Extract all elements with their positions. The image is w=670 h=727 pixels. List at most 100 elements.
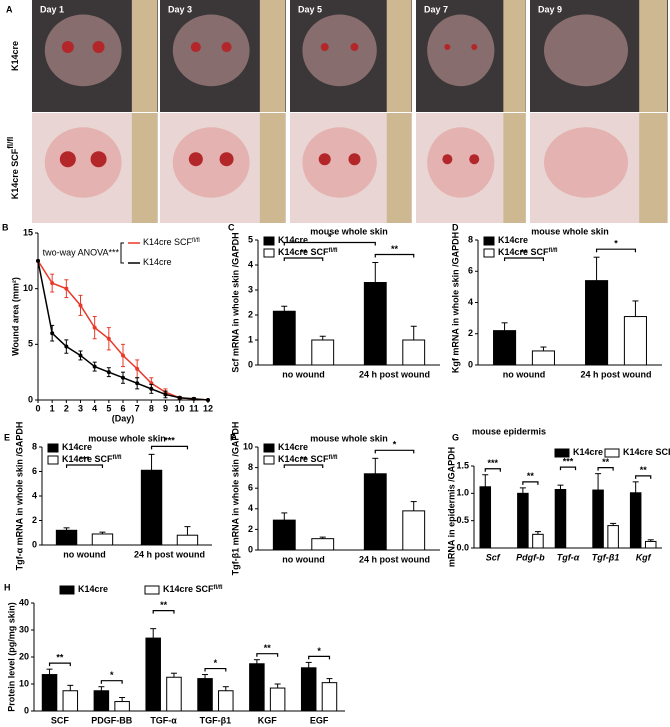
marker [121, 353, 125, 358]
y-tick-label: 30 [19, 624, 29, 634]
y-tick-label: 0 [468, 359, 473, 369]
day-label: Day 7 [424, 4, 448, 14]
legend-name: K14cre [143, 257, 172, 267]
y-tick-label: 6 [32, 466, 37, 476]
chart-title: mouse whole skin [310, 226, 388, 236]
x-tick-label: 9 [163, 403, 168, 413]
bar [479, 486, 492, 549]
marker [163, 392, 168, 397]
y-tick-label: 6 [248, 483, 253, 493]
x-tick-label: SCF [51, 715, 70, 725]
legend-label: K14cre [573, 447, 603, 457]
legend-name: K14cre SCF [278, 454, 329, 464]
marker [135, 366, 140, 371]
bar [402, 510, 426, 551]
significance-bracket [283, 257, 324, 261]
x-tick-label: TGF-α [150, 715, 177, 725]
y-axis-label: Wound area (mm²) [10, 277, 20, 356]
legend-swatch [144, 585, 160, 595]
photo-skin [172, 127, 250, 198]
y-tick-label: 10 [19, 678, 29, 688]
photo-skin [544, 127, 628, 198]
significance-bracket [256, 653, 279, 657]
photo-wound [469, 154, 480, 165]
y-tick-label: 0 [32, 539, 37, 549]
legend-label: K14cre [143, 257, 172, 267]
x-tick-label: 2 [64, 403, 69, 413]
marker [106, 336, 111, 341]
photo-skin [427, 127, 495, 198]
day-label: Day 3 [168, 4, 192, 14]
x-tick-label: no wound [503, 369, 546, 379]
legend-label: K14cre SCFfl/fl [62, 454, 122, 464]
legend-name: K14cre [498, 235, 528, 245]
x-tick-label: 0 [35, 403, 40, 413]
chart-title: mouse whole skin [310, 433, 388, 443]
x-tick-label: Scf [486, 552, 501, 562]
photo-wound [221, 42, 232, 53]
photo-skin [302, 127, 377, 198]
bar [55, 529, 78, 546]
legend-swatch [47, 443, 59, 453]
significance-bracket [150, 445, 189, 450]
y-axis-label: Protein level (pg/mg skin) [6, 602, 16, 712]
x-tick-label: no wound [63, 549, 106, 559]
photo-ruler [503, 113, 526, 223]
photo-skin [544, 14, 628, 87]
y-tick-label: 0 [248, 359, 253, 369]
legend-swatch [263, 455, 275, 465]
bar [629, 492, 642, 549]
significance-label: * [614, 239, 618, 249]
legend-swatch [604, 448, 620, 458]
significance-label: ** [391, 244, 399, 254]
row-name: K14cre SCF [10, 148, 20, 199]
marker [135, 381, 140, 386]
significance-label: ** [602, 457, 610, 467]
y-axis-label: Tgf-α mRNA in whole skin /GAPDH [14, 422, 24, 571]
legend-label: K14cre SCFfl/fl [163, 584, 223, 594]
x-tick-label: EGF [310, 715, 329, 725]
legend-sup: fl/fl [214, 585, 223, 591]
significance-label: ** [56, 653, 64, 663]
y-tick-label: 0 [28, 394, 33, 404]
legend-name: K14cre [278, 235, 308, 245]
panel-label: C [228, 222, 235, 232]
significance-bracket [597, 467, 614, 471]
legend-label: K14cre SCFfl/fl [623, 447, 670, 457]
significance-bracket [283, 241, 376, 246]
legend-swatch [263, 248, 275, 258]
y-tick-label: 8 [468, 234, 473, 244]
marker [177, 395, 182, 400]
legend-sup: fl/fl [113, 455, 122, 461]
x-tick-label: no wound [282, 554, 325, 564]
bar [269, 687, 286, 712]
photo-skin [44, 14, 122, 87]
photo-wound [318, 153, 331, 166]
significance-label: * [393, 440, 397, 450]
legend-label: K14cre [278, 235, 308, 245]
y-tick-label: 1 [248, 334, 253, 344]
legend-bracket [120, 242, 124, 264]
legend-swatch [483, 236, 495, 246]
panel-label: G [452, 432, 459, 442]
row-sup: fl/fl [6, 137, 15, 149]
bar [623, 316, 647, 366]
significance-bracket [283, 464, 324, 468]
photo-ruler [131, 0, 158, 112]
legend-name: K14cre SCF [62, 454, 113, 464]
x-tick-label: Tgf-α [557, 552, 580, 562]
bar [321, 682, 338, 712]
significance-label: * [317, 646, 321, 656]
x-tick-label: 12 [203, 403, 213, 413]
legend-name: K14cre [278, 442, 308, 452]
legend-name: K14cre [62, 442, 92, 452]
photo-ruler [259, 113, 286, 223]
legend-name: K14cre SCF [498, 247, 549, 257]
y-axis-label: Tgf-β1 mRNA in whole skin /GAPDH [230, 422, 240, 576]
y-tick-label: 4 [248, 259, 253, 269]
y-tick-label: 0 [248, 544, 253, 554]
significance-bracket [484, 468, 501, 472]
bar [300, 667, 317, 712]
photo-skin [44, 127, 122, 198]
